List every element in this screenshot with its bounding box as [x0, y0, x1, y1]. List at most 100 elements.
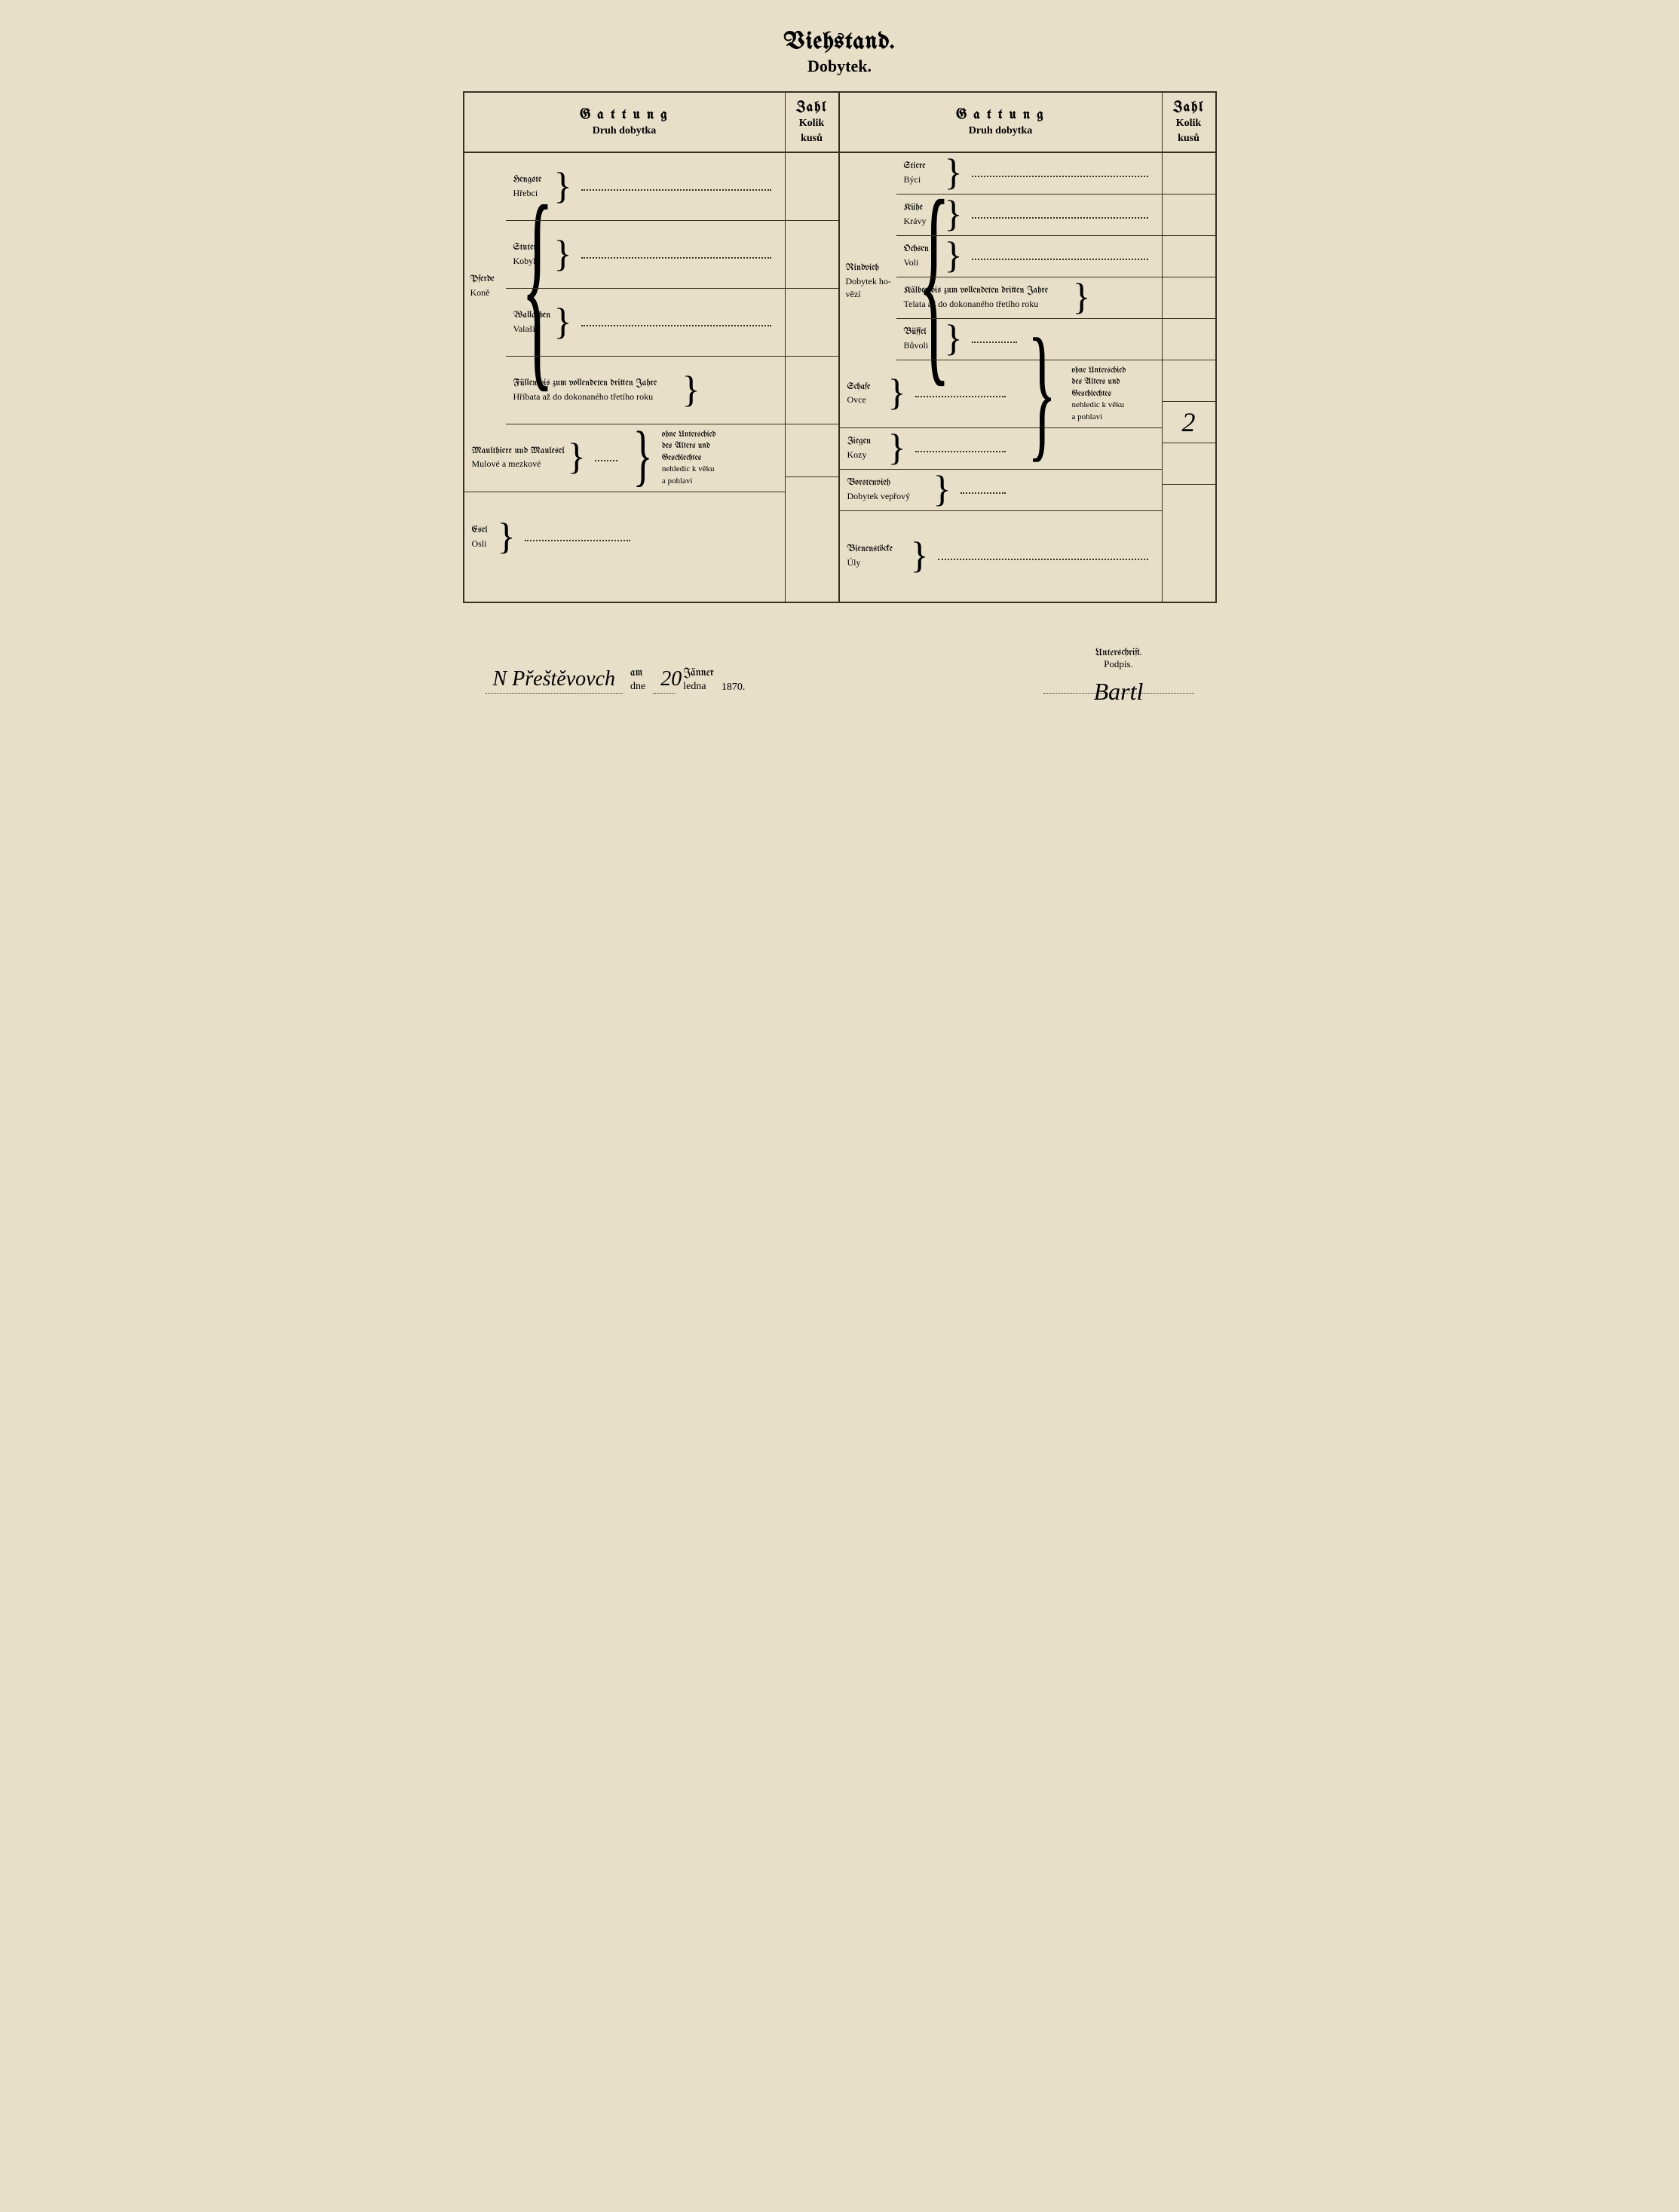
esel-de: Esel: [472, 525, 495, 538]
dotted-line: [972, 176, 1148, 177]
count-hengste: [786, 153, 838, 221]
count-borstenvieh: [1163, 443, 1215, 485]
dotted-line: [961, 492, 1006, 494]
count-bueffel: [1163, 319, 1215, 360]
dotted-line: [972, 217, 1148, 219]
stuten-de: Stuten: [513, 242, 551, 255]
row-maulthiere: Maulthiere und Maulesel Mulové a mezkové…: [464, 424, 785, 492]
header-gattung-right: G a t t u n g Druh dobytka: [840, 93, 1163, 152]
row-ochsen: Ochsen Voli }: [896, 236, 1162, 277]
row-kuehe: Kühe Krávy }: [896, 195, 1162, 236]
footer-left: N Přeštěvovch am dne 20 Jänner ledna 187…: [486, 648, 746, 694]
bueffel-de: Büffel: [904, 326, 942, 339]
dotted-line: [581, 325, 771, 326]
header-zahl-cz1: Kolik: [792, 118, 832, 130]
hengste-de: Hengste: [513, 174, 551, 187]
census-form: Viehstand. Dobytek. G a t t u n g Druh d…: [463, 30, 1217, 694]
left-half: G a t t u n g Druh dobytka Zahl Kolik ku…: [464, 93, 840, 602]
row-stuten: Stuten Kobyly }: [506, 221, 785, 289]
livestock-table: G a t t u n g Druh dobytka Zahl Kolik ku…: [463, 91, 1217, 603]
header-row-right: G a t t u n g Druh dobytka Zahl Kolik ku…: [840, 93, 1215, 153]
rindvieh-de: Rindvieh: [846, 262, 891, 275]
esel-cz: Osli: [472, 538, 495, 550]
year-value: 1870.: [722, 682, 746, 694]
hengste-cz: Hřebci: [513, 187, 551, 200]
title-area: Viehstand. Dobytek.: [463, 30, 1217, 76]
title-german: Viehstand.: [463, 30, 1217, 55]
dotted-line: [972, 259, 1148, 260]
ochsen-de: Ochsen: [904, 244, 942, 256]
dotted-line: [915, 451, 1006, 452]
dotted-line: [581, 257, 771, 259]
note-right: ohne Unterschied des Alters und Geschlec…: [1072, 365, 1147, 423]
row-ziegen: Ziegen Kozy }: [840, 428, 1162, 470]
header-zahl-cz2: kusů: [792, 133, 832, 145]
pferde-de: Pferde: [470, 274, 495, 286]
header-gattung-left: G a t t u n g Druh dobytka: [464, 93, 786, 152]
borstenvieh-de: Borstenvieh: [847, 477, 930, 490]
dotted-line: [972, 342, 1017, 343]
kaelber-de: Kälber bis zum vollendeten dritten Jahre: [904, 285, 1070, 298]
signature-value: Bartl: [1043, 678, 1194, 706]
footer: N Přeštěvovch am dne 20 Jänner ledna 187…: [463, 648, 1217, 694]
maulthiere-de: Maulthiere und Maulesel: [472, 446, 565, 458]
row-fuellen: Füllen bis zum vollendeten dritten Jahre…: [506, 357, 785, 424]
bueffel-cz: Bůvoli: [904, 339, 942, 352]
header-gattung-cz: Druh dobytka: [470, 125, 779, 137]
stiere-de: Stiere: [904, 161, 942, 173]
pferde-cz: Koně: [470, 286, 495, 299]
row-bienen: Bienenstöcke Úly }: [840, 511, 1162, 602]
dotted-line: [938, 559, 1148, 560]
schafe-cz: Ovce: [847, 394, 885, 406]
count-esel: [786, 477, 838, 568]
schafe-de: Schafe: [847, 381, 885, 394]
count-stuten: [786, 221, 838, 289]
day-value: 20: [653, 667, 676, 694]
month-de: Jänner: [683, 666, 714, 680]
count-maulthiere: [786, 424, 838, 477]
left-counts: [786, 153, 838, 602]
right-half: G a t t u n g Druh dobytka Zahl Kolik ku…: [840, 93, 1215, 602]
rindvieh-cz2: vězí: [846, 288, 891, 301]
signature-line: Bartl: [1043, 693, 1194, 694]
dotted-line: [915, 396, 1006, 397]
ziegen-de: Ziegen: [847, 436, 885, 449]
right-content: Rindvieh Dobytek ho- vězí { Stiere Býci …: [840, 153, 1163, 602]
header-zahl-right: Zahl Kolik kusů: [1163, 93, 1215, 152]
row-hengste: Hengste Hřebci }: [506, 153, 785, 221]
kuehe-de: Kühe: [904, 202, 942, 215]
right-counts: 2: [1163, 153, 1215, 602]
header-gattung-de: G a t t u n g: [470, 108, 779, 122]
wallachen-de: Wallachen: [513, 310, 551, 323]
row-stiere: Stiere Býci }: [896, 153, 1162, 195]
left-content: Pferde Koně { Hengste Hřebci }: [464, 153, 786, 602]
count-kuehe: [1163, 195, 1215, 236]
stuten-cz: Kobyly: [513, 255, 551, 268]
unterschrift-cz: Podpis.: [1043, 658, 1194, 670]
count-ochsen: [1163, 236, 1215, 277]
count-bienen: [1163, 485, 1215, 575]
row-wallachen: Wallachen Valaši }: [506, 289, 785, 357]
ochsen-cz: Voli: [904, 256, 942, 269]
am-de: am: [630, 666, 645, 680]
fuellen-cz: Hříbata až do dokonaného třetího roku: [513, 391, 679, 403]
maulthiere-cz: Mulové a mezkové: [472, 458, 565, 470]
note-left: ohne Unterschied des Alters und Geschlec…: [662, 429, 737, 487]
header-row-left: G a t t u n g Druh dobytka Zahl Kolik ku…: [464, 93, 838, 153]
left-body: Pferde Koně { Hengste Hřebci }: [464, 153, 838, 602]
borstenvieh-cz: Dobytek vepřový: [847, 490, 930, 503]
count-schafe: [1163, 360, 1215, 402]
fuellen-de: Füllen bis zum vollendeten dritten Jahre: [513, 378, 679, 391]
dotted-line: [525, 540, 630, 541]
place-signature: N Přeštěvovch: [486, 667, 623, 694]
title-czech: Dobytek.: [463, 57, 1217, 76]
dotted-line: [595, 460, 617, 461]
count-stiere: [1163, 153, 1215, 195]
bienen-cz: Úly: [847, 556, 908, 569]
count-ziegen: 2: [1163, 402, 1215, 443]
stiere-cz: Býci: [904, 173, 942, 186]
month-cz: ledna: [683, 680, 714, 694]
row-borstenvieh: Borstenvieh Dobytek vepřový }: [840, 470, 1162, 511]
count-fuellen: [786, 357, 838, 424]
header-zahl-left: Zahl Kolik kusů: [786, 93, 838, 152]
